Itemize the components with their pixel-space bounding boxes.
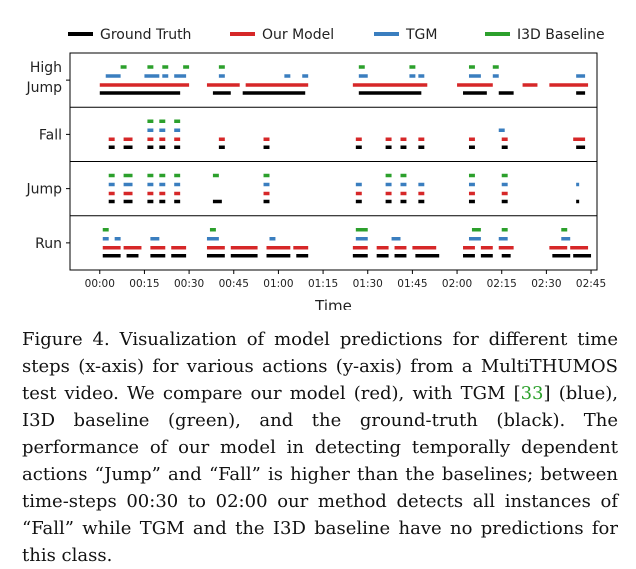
figure-caption: Figure 4. Visualization of model predict… <box>22 326 618 569</box>
x-tick-label: 01:45 <box>397 278 427 290</box>
row-label: Fall <box>39 127 62 143</box>
timeline-chart-svg: Ground Truth Our Model TGM I3D Baseline High… <box>25 27 606 310</box>
x-tick-label: 02:00 <box>442 278 472 290</box>
legend-label-i3d: I3D Baseline <box>517 27 605 43</box>
caption-text-part2: ] (blue), I3D baseline (green), and the … <box>22 383 618 566</box>
x-tick-label: 00:45 <box>219 278 249 290</box>
row-label: Jump <box>25 182 62 198</box>
x-tick-label: 00:30 <box>174 278 204 290</box>
figure-label: Figure 4. <box>22 329 110 350</box>
row-label: Jump <box>25 80 62 96</box>
x-tick-label: 02:30 <box>531 278 561 290</box>
legend-label-gt: Ground Truth <box>100 27 191 43</box>
x-tick-label: 00:15 <box>129 278 159 290</box>
x-tick-label: 02:45 <box>576 278 606 290</box>
row-label: High <box>30 60 62 76</box>
legend-label-ours: Our Model <box>262 27 334 43</box>
x-tick-label: 02:15 <box>487 278 517 290</box>
caption-text-part1: Visualization of model predictions for d… <box>22 329 619 404</box>
x-tick-label: 00:00 <box>85 278 115 290</box>
legend-label-tgm: TGM <box>405 27 437 43</box>
row-label: Run <box>35 236 62 252</box>
x-tick-label: 01:15 <box>308 278 338 290</box>
x-tick-label: 01:00 <box>263 278 293 290</box>
x-axis-label: Time <box>314 297 352 310</box>
timeline-chart: Ground Truth Our Model TGM I3D Baseline High… <box>25 27 606 310</box>
citation-link[interactable]: 33 <box>520 383 544 404</box>
x-tick-label: 01:30 <box>353 278 383 290</box>
